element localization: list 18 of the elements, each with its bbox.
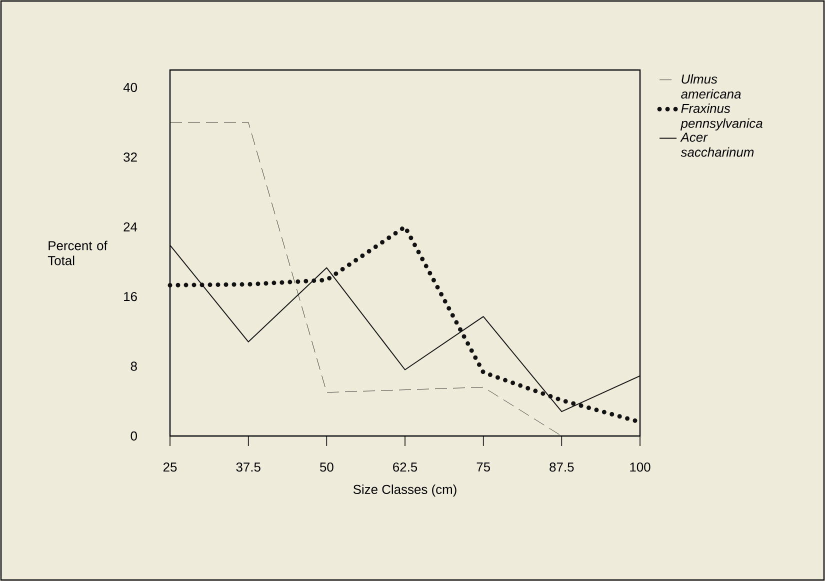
x-tick-label: 87.5	[550, 462, 574, 472]
y-tick-label: 8	[130, 362, 137, 371]
y-tick-label: 24	[124, 222, 138, 232]
x-tick-label: 75	[476, 462, 490, 472]
y-axis-title: Percent of Total	[48, 240, 108, 266]
y-tick-label: 32	[124, 152, 137, 162]
y-tick-label: 40	[123, 82, 137, 92]
x-tick-label: 25	[163, 462, 177, 472]
x-tick-label: 100	[630, 462, 650, 472]
legend-label: Fraxinus pennsylvanica	[680, 103, 762, 130]
legend-label: Ulmus americana	[681, 74, 741, 99]
y-tick-label: 0	[130, 431, 137, 441]
x-tick-label: 50	[320, 462, 334, 472]
x-tick-label: 62.5	[393, 462, 418, 472]
legend-label: Acer saccharinum	[680, 132, 754, 157]
y-tick-label: 16	[124, 292, 137, 302]
x-tick-label: 37.5	[236, 462, 260, 472]
x-axis-title: Size Classes (cm)	[353, 484, 456, 497]
